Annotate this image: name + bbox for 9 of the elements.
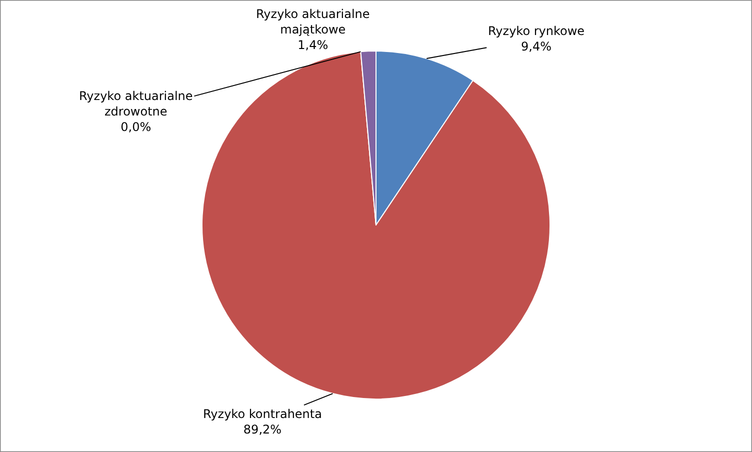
category-label: Ryzyko aktuarialne zdrowotne	[79, 89, 193, 119]
slice-label: Ryzyko rynkowe	[488, 24, 585, 38]
slice-label: Ryzyko aktuarialne majątkowe	[256, 7, 370, 37]
data-label: 9,4%	[521, 40, 552, 54]
pie-slice	[202, 51, 550, 400]
slice-label: Ryzyko kontrahenta	[203, 407, 322, 421]
data-label: 1,4%	[298, 38, 328, 52]
data-label: 89,2%	[243, 422, 282, 437]
text: 0,0%	[120, 120, 152, 134]
